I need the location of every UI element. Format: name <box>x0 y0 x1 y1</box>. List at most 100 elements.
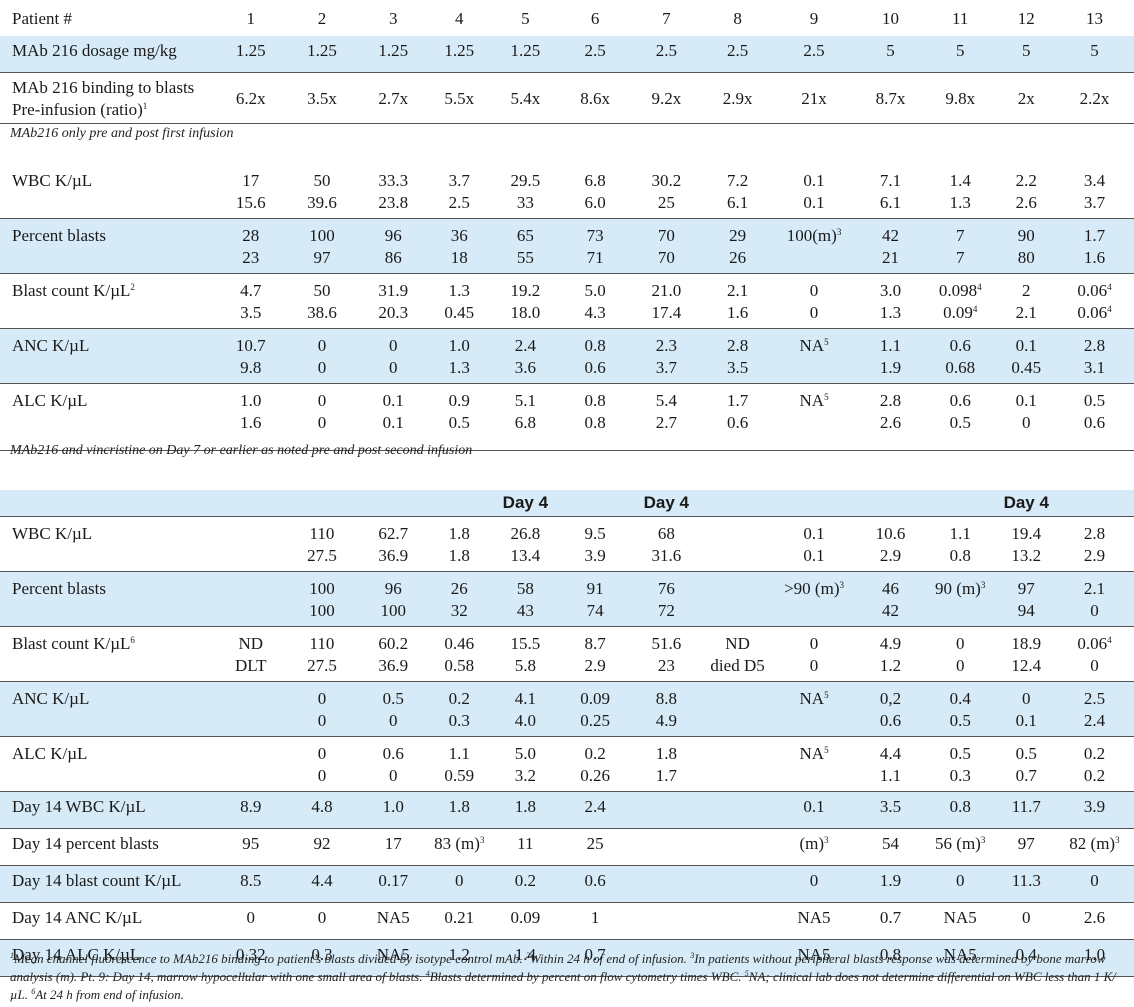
data-cell: 0.6 <box>356 737 431 766</box>
data-cell: 0.6 <box>922 328 998 357</box>
cell-value: 2.7x <box>378 89 409 108</box>
cell-value: 0.1 <box>803 797 825 816</box>
data-cell: 5.1 <box>488 384 563 413</box>
data-cell: 0 <box>922 655 998 682</box>
data-cell: 9.8 <box>213 357 289 384</box>
cell-value: 1.6 <box>1083 248 1106 267</box>
cell-value: 72 <box>657 601 675 620</box>
second-infusion-table: Day 4 Day 4 Day 4 WBC K/µL 110 62.7 1.8 26.8 9.5… <box>0 490 1134 977</box>
table-row: ALC K/µL 0 0.6 1.1 5.0 0.2 1.8 NA5 4.4 0.5 0.5 0.2 <box>0 737 1134 766</box>
cell-value: 0 <box>317 391 327 410</box>
cell-value: 90 (m) <box>935 579 981 598</box>
cell-value: 1.25 <box>235 41 266 60</box>
cell-value: 0.5 <box>1015 744 1037 763</box>
footnote-marker: 4 <box>1107 304 1112 314</box>
data-cell: 0.064 <box>1055 274 1134 303</box>
data-cell: 2.8 <box>1055 517 1134 546</box>
data-cell: NA5 <box>770 737 858 766</box>
footnotes: 1Mean channel fluorescence to MAb216 bin… <box>10 950 1125 1004</box>
cell-value: 3.5 <box>726 358 749 377</box>
data-cell: 2.8 <box>705 328 770 357</box>
data-cell: 0.2 <box>430 681 488 710</box>
section-title-first-infusion: MAb216 only pre and post first infusion <box>10 126 234 141</box>
cell-value: 1.3 <box>448 281 470 300</box>
data-cell: 3.9 <box>1054 791 1134 829</box>
data-cell: 15.5 <box>488 627 563 656</box>
table-row: Day 14 ANC K/µL 0 0 NA5 0.21 0.09 1 NA5 0.7 NA5 0 2… <box>0 902 1134 940</box>
data-cell: 0.0984 <box>923 274 998 303</box>
cell-value: 100 <box>380 601 406 620</box>
data-cell: 0 <box>288 384 356 413</box>
data-cell: 1.9 <box>858 357 923 384</box>
data-cell: NA5 <box>922 902 998 940</box>
cell-value: 0 <box>317 908 327 927</box>
data-cell: 4.9 <box>627 710 706 737</box>
data-cell <box>769 247 859 274</box>
cell-value: 5.0 <box>584 281 606 300</box>
data-cell: 1.6 <box>1054 247 1134 274</box>
cell-value: 0.2 <box>448 689 470 708</box>
cell-value: 100 <box>309 579 335 598</box>
data-cell: 0 <box>997 902 1055 940</box>
footnote-text: Within 24 h of end of infusion. <box>529 951 691 966</box>
data-cell: 4.9 <box>858 627 923 656</box>
footnote-number: 4 <box>425 969 430 978</box>
patient-number: 12 <box>1017 9 1035 28</box>
data-cell: 15.6 <box>213 192 289 219</box>
data-cell: 25 <box>627 192 706 219</box>
data-cell: NA5 <box>769 902 859 940</box>
cell-value: 1.6 <box>726 303 749 322</box>
cell-value: 1.7 <box>1083 226 1106 245</box>
day-header <box>769 490 859 517</box>
cell-value: 36.9 <box>378 656 409 675</box>
cell-value: 2.8 <box>726 336 749 355</box>
cell-value: 1.25 <box>307 41 337 60</box>
cell-value: 4.1 <box>514 689 536 708</box>
cell-value: 0 <box>1090 656 1099 675</box>
cell-value: NA5 <box>376 908 410 927</box>
footnote-marker: 5 <box>824 392 829 402</box>
patient-number: 4 <box>455 9 464 28</box>
data-cell: 0.2 <box>487 865 563 903</box>
cell-value: 6.0 <box>584 193 606 212</box>
data-cell: 11 <box>487 828 563 866</box>
cell-value: 0 <box>809 303 819 322</box>
cell-value: 82 (m) <box>1069 834 1116 853</box>
cell-value: 1.8 <box>448 797 470 816</box>
footnote-marker: 3 <box>980 835 986 845</box>
cell-value: 21x <box>801 89 827 108</box>
data-cell: 11.3 <box>997 865 1055 903</box>
cell-value: 11 <box>517 834 534 853</box>
data-cell <box>213 710 289 737</box>
cell-value: 4.3 <box>584 303 606 322</box>
cell-value: 2.9 <box>879 546 902 565</box>
data-cell: 0 <box>288 765 356 792</box>
data-cell: 2.9 <box>858 545 923 572</box>
data-cell: 0.6 <box>562 865 628 903</box>
cell-value: 100 <box>309 601 335 620</box>
data-cell: 0 <box>430 865 488 903</box>
cell-value: 3.9 <box>584 546 606 565</box>
day-header <box>705 490 770 517</box>
row-label <box>0 302 214 329</box>
data-cell: 21x <box>769 72 859 124</box>
row-label: ALC K/µL <box>12 744 88 763</box>
data-cell: 0.1 <box>769 192 859 219</box>
cell-value: NA5 <box>797 945 831 964</box>
data-cell: 96 <box>355 218 431 247</box>
cell-value: 1.3 <box>949 193 971 212</box>
data-cell: 1.1 <box>858 328 923 357</box>
data-cell: 3.7 <box>1054 192 1134 219</box>
cell-value: 15.6 <box>235 193 266 212</box>
cell-value: 2.3 <box>655 336 677 355</box>
table-row: 23 97 86 18 55 71 70 26 21 7 80 1.6 <box>0 247 1134 274</box>
data-cell: 3.1 <box>1054 357 1134 384</box>
cell-value: 0.2 <box>1083 744 1106 763</box>
cell-value: 0 <box>809 656 819 675</box>
footnote-marker: 3 <box>839 580 844 590</box>
data-cell: 26 <box>705 247 770 274</box>
data-cell: 1.1 <box>923 517 998 546</box>
data-cell: 10.6 <box>858 517 923 546</box>
row-label <box>0 710 214 737</box>
cell-value: 83 (m) <box>434 834 480 853</box>
